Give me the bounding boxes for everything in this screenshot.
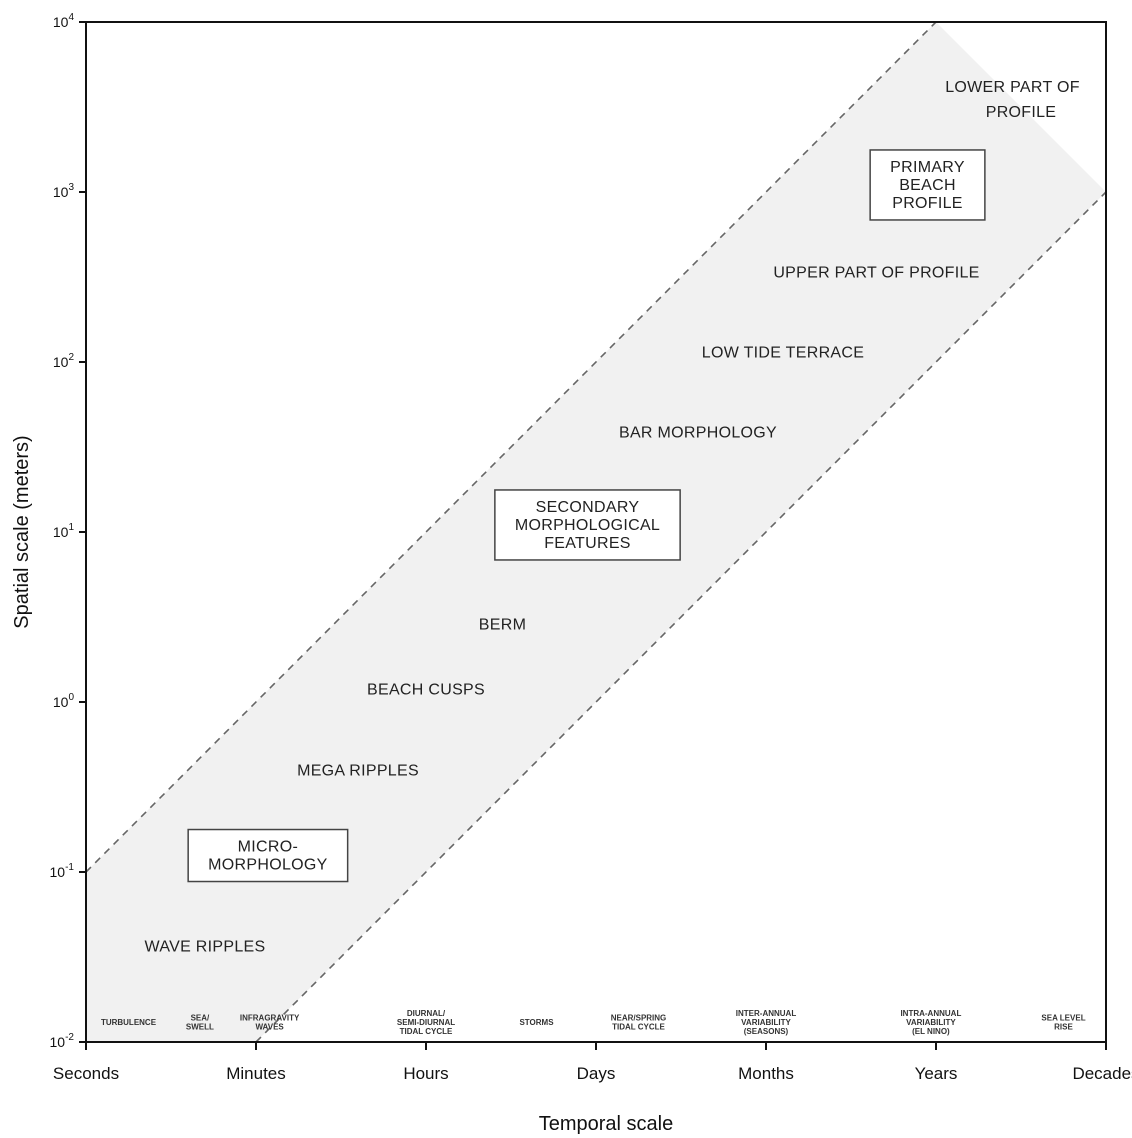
band-lower-line xyxy=(255,191,1107,1043)
category-box: MICRO-MORPHOLOGY xyxy=(187,828,349,883)
process-label: SEA LEVEL RISE xyxy=(1041,1014,1085,1032)
y-axis-title: Spatial scale (meters) xyxy=(11,435,33,628)
y-tick-label: 100 xyxy=(53,692,75,710)
label-layer: WAVE RIPPLES MEGA RIPPLES BEACH CUSPS BERM B… xyxy=(101,79,1086,1036)
process-label: TURBULENCE xyxy=(101,1018,157,1027)
y-tick-label: 101 xyxy=(53,522,75,540)
y-tick-label: 102 xyxy=(53,352,75,370)
process-label: DIURNAL/SEMI-DIURNAL TIDAL CYCLE xyxy=(397,1009,455,1036)
feature-label: LOWER PART OF xyxy=(945,79,1080,96)
category-box: SECONDARY MORPHOLOGICAL FEATURES xyxy=(494,489,681,561)
x-tick-label: Minutes xyxy=(226,1064,286,1083)
x-tick-label: Seconds xyxy=(53,1064,119,1083)
x-tick-label: Days xyxy=(577,1064,616,1083)
process-label: STORMS xyxy=(519,1018,554,1027)
y-tick-label: 103 xyxy=(53,182,75,200)
x-tick-label: Months xyxy=(738,1064,794,1083)
category-box: PRIMARY BEACH PROFILE xyxy=(869,149,986,221)
process-label: INTER-ANNUAL VARIABILITY (SEASONS) xyxy=(736,1009,797,1036)
y-tick-label: 10-2 xyxy=(50,1032,75,1050)
x-tick-label: Hours xyxy=(403,1064,448,1083)
category-box-label: SECONDARY MORPHOLOGICAL FEATURES xyxy=(515,499,660,552)
band-upper-line xyxy=(85,21,937,873)
process-label: NEAR/SPRING TIDAL CYCLE xyxy=(611,1014,667,1032)
feature-label: PROFILE xyxy=(986,104,1057,121)
feature-label: UPPER PART OF PROFILE xyxy=(773,265,979,282)
feature-label: MEGA RIPPLES xyxy=(297,763,419,780)
feature-label: BAR MORPHOLOGY xyxy=(619,425,777,442)
x-axis-title: Temporal scale xyxy=(539,1113,674,1135)
category-box-frame xyxy=(187,828,349,883)
category-box-label: PRIMARY BEACH PROFILE xyxy=(890,159,965,212)
y-tick-label: 10-1 xyxy=(50,862,75,880)
category-box-frame xyxy=(494,489,681,561)
axis-layer: Seconds Minutes Hours Days Months Years Decade… xyxy=(50,12,1132,1083)
feature-label: BEACH CUSPS xyxy=(367,682,485,699)
x-tick-label: Years xyxy=(915,1064,958,1083)
feature-label: WAVE RIPPLES xyxy=(145,938,266,955)
feature-label: BERM xyxy=(479,616,526,633)
process-label: SEA/SWELL xyxy=(186,1014,214,1032)
process-label: INFRAGRAVITY WAVES xyxy=(240,1014,300,1032)
process-label: INTRA-ANNUAL VARIABILITY (EL NINO) xyxy=(900,1009,961,1036)
feature-label: LOW TIDE TERRACE xyxy=(702,345,864,362)
y-tick-label: 104 xyxy=(53,12,75,30)
category-box-label: MICRO-MORPHOLOGY xyxy=(208,839,327,874)
category-box-frame xyxy=(869,149,986,221)
x-tick-label: Decades xyxy=(1072,1064,1132,1083)
